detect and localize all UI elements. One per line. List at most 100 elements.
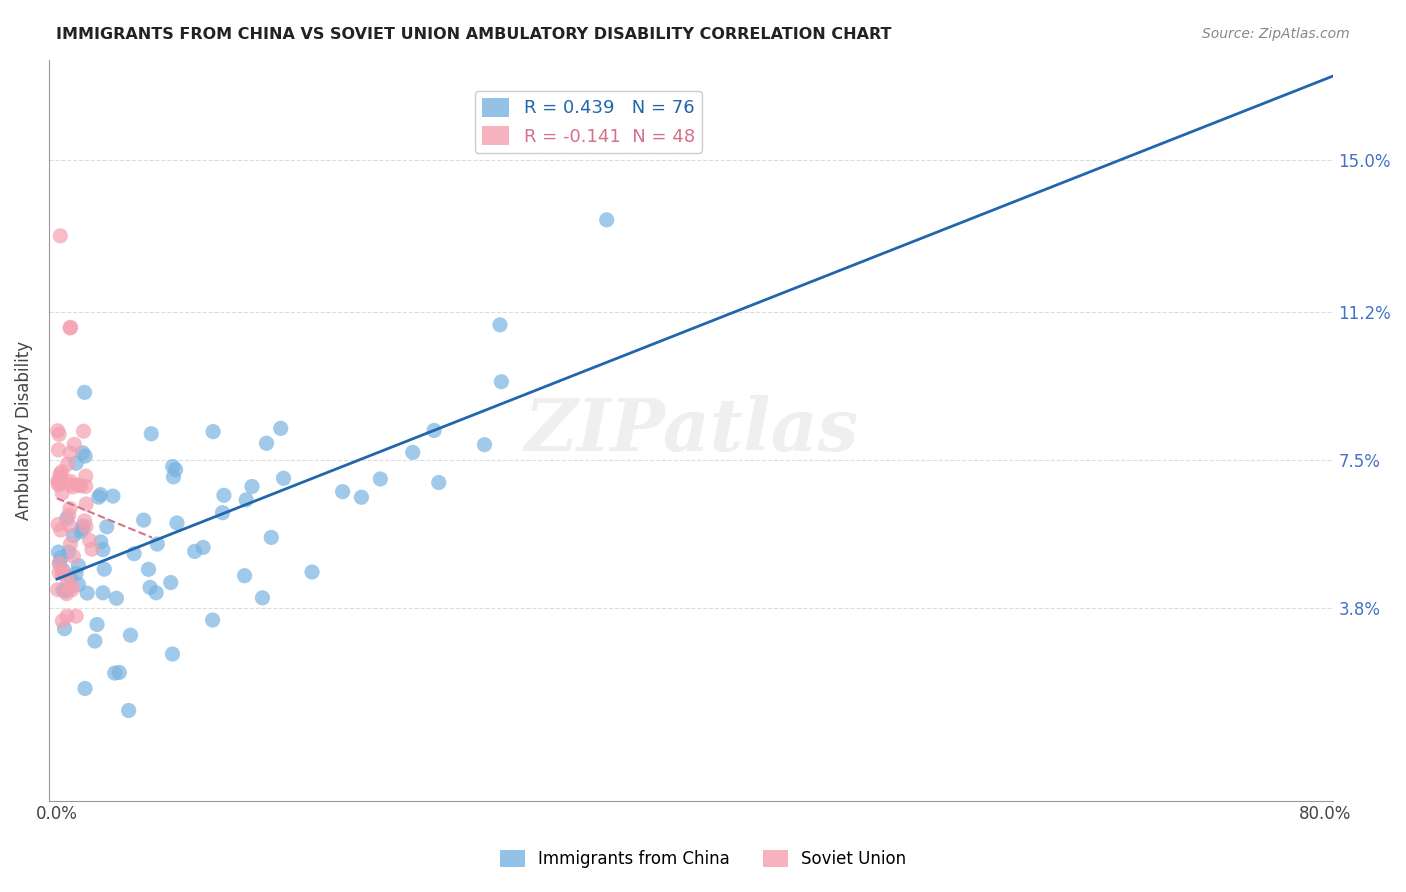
- Soviet Union: [51, 465, 73, 479]
- Soviet Union: [75, 497, 97, 511]
- Soviet Union: [49, 228, 72, 243]
- Immigrants from China: [72, 519, 94, 533]
- Immigrants from China: [73, 681, 96, 696]
- Immigrants from China: [162, 647, 184, 661]
- Soviet Union: [65, 609, 87, 624]
- Soviet Union: [56, 457, 79, 471]
- Immigrants from China: [90, 535, 112, 549]
- Soviet Union: [55, 587, 77, 601]
- Immigrants from China: [141, 426, 163, 441]
- Soviet Union: [48, 442, 70, 457]
- Immigrants from China: [474, 438, 496, 452]
- Soviet Union: [70, 479, 93, 493]
- Immigrants from China: [191, 541, 214, 555]
- Immigrants from China: [270, 421, 292, 435]
- Immigrants from China: [108, 665, 131, 680]
- Soviet Union: [51, 486, 73, 500]
- Immigrants from China: [252, 591, 274, 605]
- Immigrants from China: [62, 528, 84, 542]
- Soviet Union: [59, 477, 82, 491]
- Soviet Union: [58, 508, 80, 523]
- Soviet Union: [48, 557, 70, 571]
- Soviet Union: [49, 523, 72, 537]
- Immigrants from China: [73, 385, 96, 400]
- Immigrants from China: [51, 550, 73, 565]
- Soviet Union: [62, 480, 84, 494]
- Soviet Union: [51, 566, 73, 581]
- Immigrants from China: [86, 617, 108, 632]
- Soviet Union: [59, 446, 82, 460]
- Immigrants from China: [423, 424, 446, 438]
- Immigrants from China: [368, 472, 391, 486]
- Immigrants from China: [212, 488, 235, 502]
- Soviet Union: [56, 609, 79, 624]
- Soviet Union: [59, 501, 82, 516]
- Soviet Union: [49, 467, 72, 481]
- Immigrants from China: [55, 584, 77, 599]
- Immigrants from China: [48, 556, 70, 570]
- Immigrants from China: [491, 375, 513, 389]
- Soviet Union: [73, 514, 96, 528]
- Immigrants from China: [105, 591, 128, 606]
- Immigrants from China: [58, 545, 80, 559]
- Immigrants from China: [233, 568, 256, 582]
- Soviet Union: [59, 537, 82, 551]
- Soviet Union: [59, 518, 82, 533]
- Immigrants from China: [166, 516, 188, 530]
- Immigrants from China: [132, 513, 155, 527]
- Immigrants from China: [256, 436, 278, 450]
- Immigrants from China: [87, 490, 110, 504]
- Immigrants from China: [159, 575, 181, 590]
- Soviet Union: [48, 478, 70, 492]
- Soviet Union: [60, 582, 83, 597]
- Immigrants from China: [332, 484, 354, 499]
- Soviet Union: [59, 321, 82, 335]
- Immigrants from China: [273, 471, 295, 485]
- Immigrants from China: [104, 666, 127, 681]
- Immigrants from China: [235, 492, 257, 507]
- Immigrants from China: [165, 463, 187, 477]
- Immigrants from China: [145, 586, 167, 600]
- Immigrants from China: [211, 506, 233, 520]
- Immigrants from China: [93, 562, 115, 576]
- Soviet Union: [79, 533, 101, 548]
- Soviet Union: [48, 566, 70, 580]
- Immigrants from China: [69, 524, 91, 539]
- Immigrants from China: [65, 456, 87, 470]
- Immigrants from China: [67, 577, 90, 591]
- Soviet Union: [75, 469, 97, 483]
- Immigrants from China: [75, 449, 97, 463]
- Immigrants from China: [183, 544, 205, 558]
- Text: IMMIGRANTS FROM CHINA VS SOVIET UNION AMBULATORY DISABILITY CORRELATION CHART: IMMIGRANTS FROM CHINA VS SOVIET UNION AM…: [56, 27, 891, 42]
- Immigrants from China: [83, 634, 105, 648]
- Soviet Union: [46, 582, 69, 597]
- Soviet Union: [46, 476, 69, 491]
- Soviet Union: [59, 475, 82, 489]
- Immigrants from China: [122, 547, 145, 561]
- Soviet Union: [49, 469, 72, 483]
- Immigrants from China: [489, 318, 512, 332]
- Immigrants from China: [138, 562, 160, 576]
- Immigrants from China: [240, 479, 263, 493]
- Immigrants from China: [48, 545, 70, 559]
- Immigrants from China: [120, 628, 142, 642]
- Immigrants from China: [59, 570, 82, 584]
- Immigrants from China: [96, 520, 118, 534]
- Immigrants from China: [53, 622, 76, 636]
- Immigrants from China: [162, 459, 184, 474]
- Soviet Union: [51, 614, 73, 628]
- Soviet Union: [59, 320, 82, 334]
- Immigrants from China: [91, 586, 114, 600]
- Soviet Union: [62, 549, 84, 564]
- Soviet Union: [46, 474, 69, 488]
- Text: ZIPatlas: ZIPatlas: [524, 394, 858, 466]
- Soviet Union: [67, 478, 90, 492]
- Immigrants from China: [350, 490, 373, 504]
- Soviet Union: [56, 572, 79, 586]
- Immigrants from China: [67, 558, 90, 573]
- Immigrants from China: [52, 582, 75, 597]
- Soviet Union: [46, 424, 69, 438]
- Soviet Union: [52, 565, 75, 579]
- Immigrants from China: [101, 489, 124, 503]
- Immigrants from China: [117, 704, 139, 718]
